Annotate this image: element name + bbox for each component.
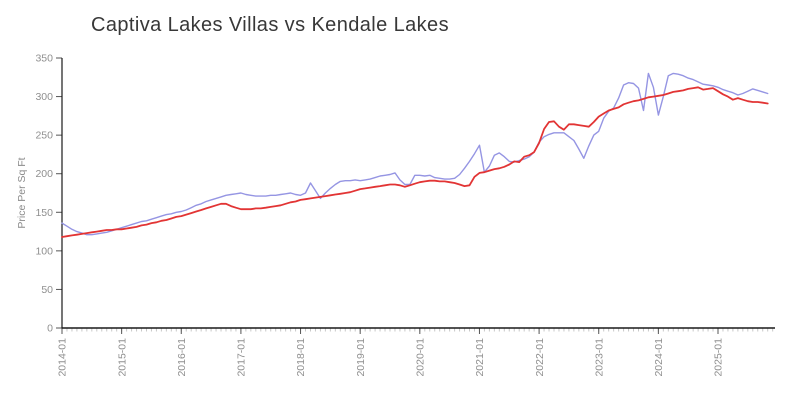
x-tick-label: 2016-01 (176, 338, 188, 377)
y-tick-label: 100 (35, 245, 53, 257)
y-tick-label: 150 (35, 207, 53, 219)
y-tick-label: 200 (35, 168, 53, 180)
x-tick-label: 2018-01 (295, 338, 307, 377)
kendale-lakes-line (61, 86, 769, 238)
x-tick-label: 2019-01 (355, 338, 367, 377)
x-tick-label: 2017-01 (236, 338, 248, 377)
x-tick-label: 2024-01 (653, 338, 665, 377)
y-tick-label: 300 (35, 91, 53, 103)
y-tick-label: 250 (35, 130, 53, 142)
chart-title: Captiva Lakes Villas vs Kendale Lakes (91, 14, 449, 36)
y-tick-label: 350 (35, 53, 53, 65)
x-tick-label: 2022-01 (534, 338, 546, 377)
x-tick-label: 2015-01 (116, 338, 128, 377)
y-tick-label: 0 (47, 323, 53, 335)
x-tick-label: 2014-01 (57, 338, 69, 377)
captiva-lakes-villas-line (61, 72, 769, 236)
x-tick-label: 2023-01 (593, 338, 605, 377)
y-tick-label: 50 (41, 284, 53, 296)
x-tick-label: 2021-01 (474, 338, 486, 377)
x-tick-label: 2025-01 (713, 338, 725, 377)
y-axis-title: Price Per Sq Ft (16, 157, 28, 228)
x-tick-label: 2020-01 (414, 338, 426, 377)
